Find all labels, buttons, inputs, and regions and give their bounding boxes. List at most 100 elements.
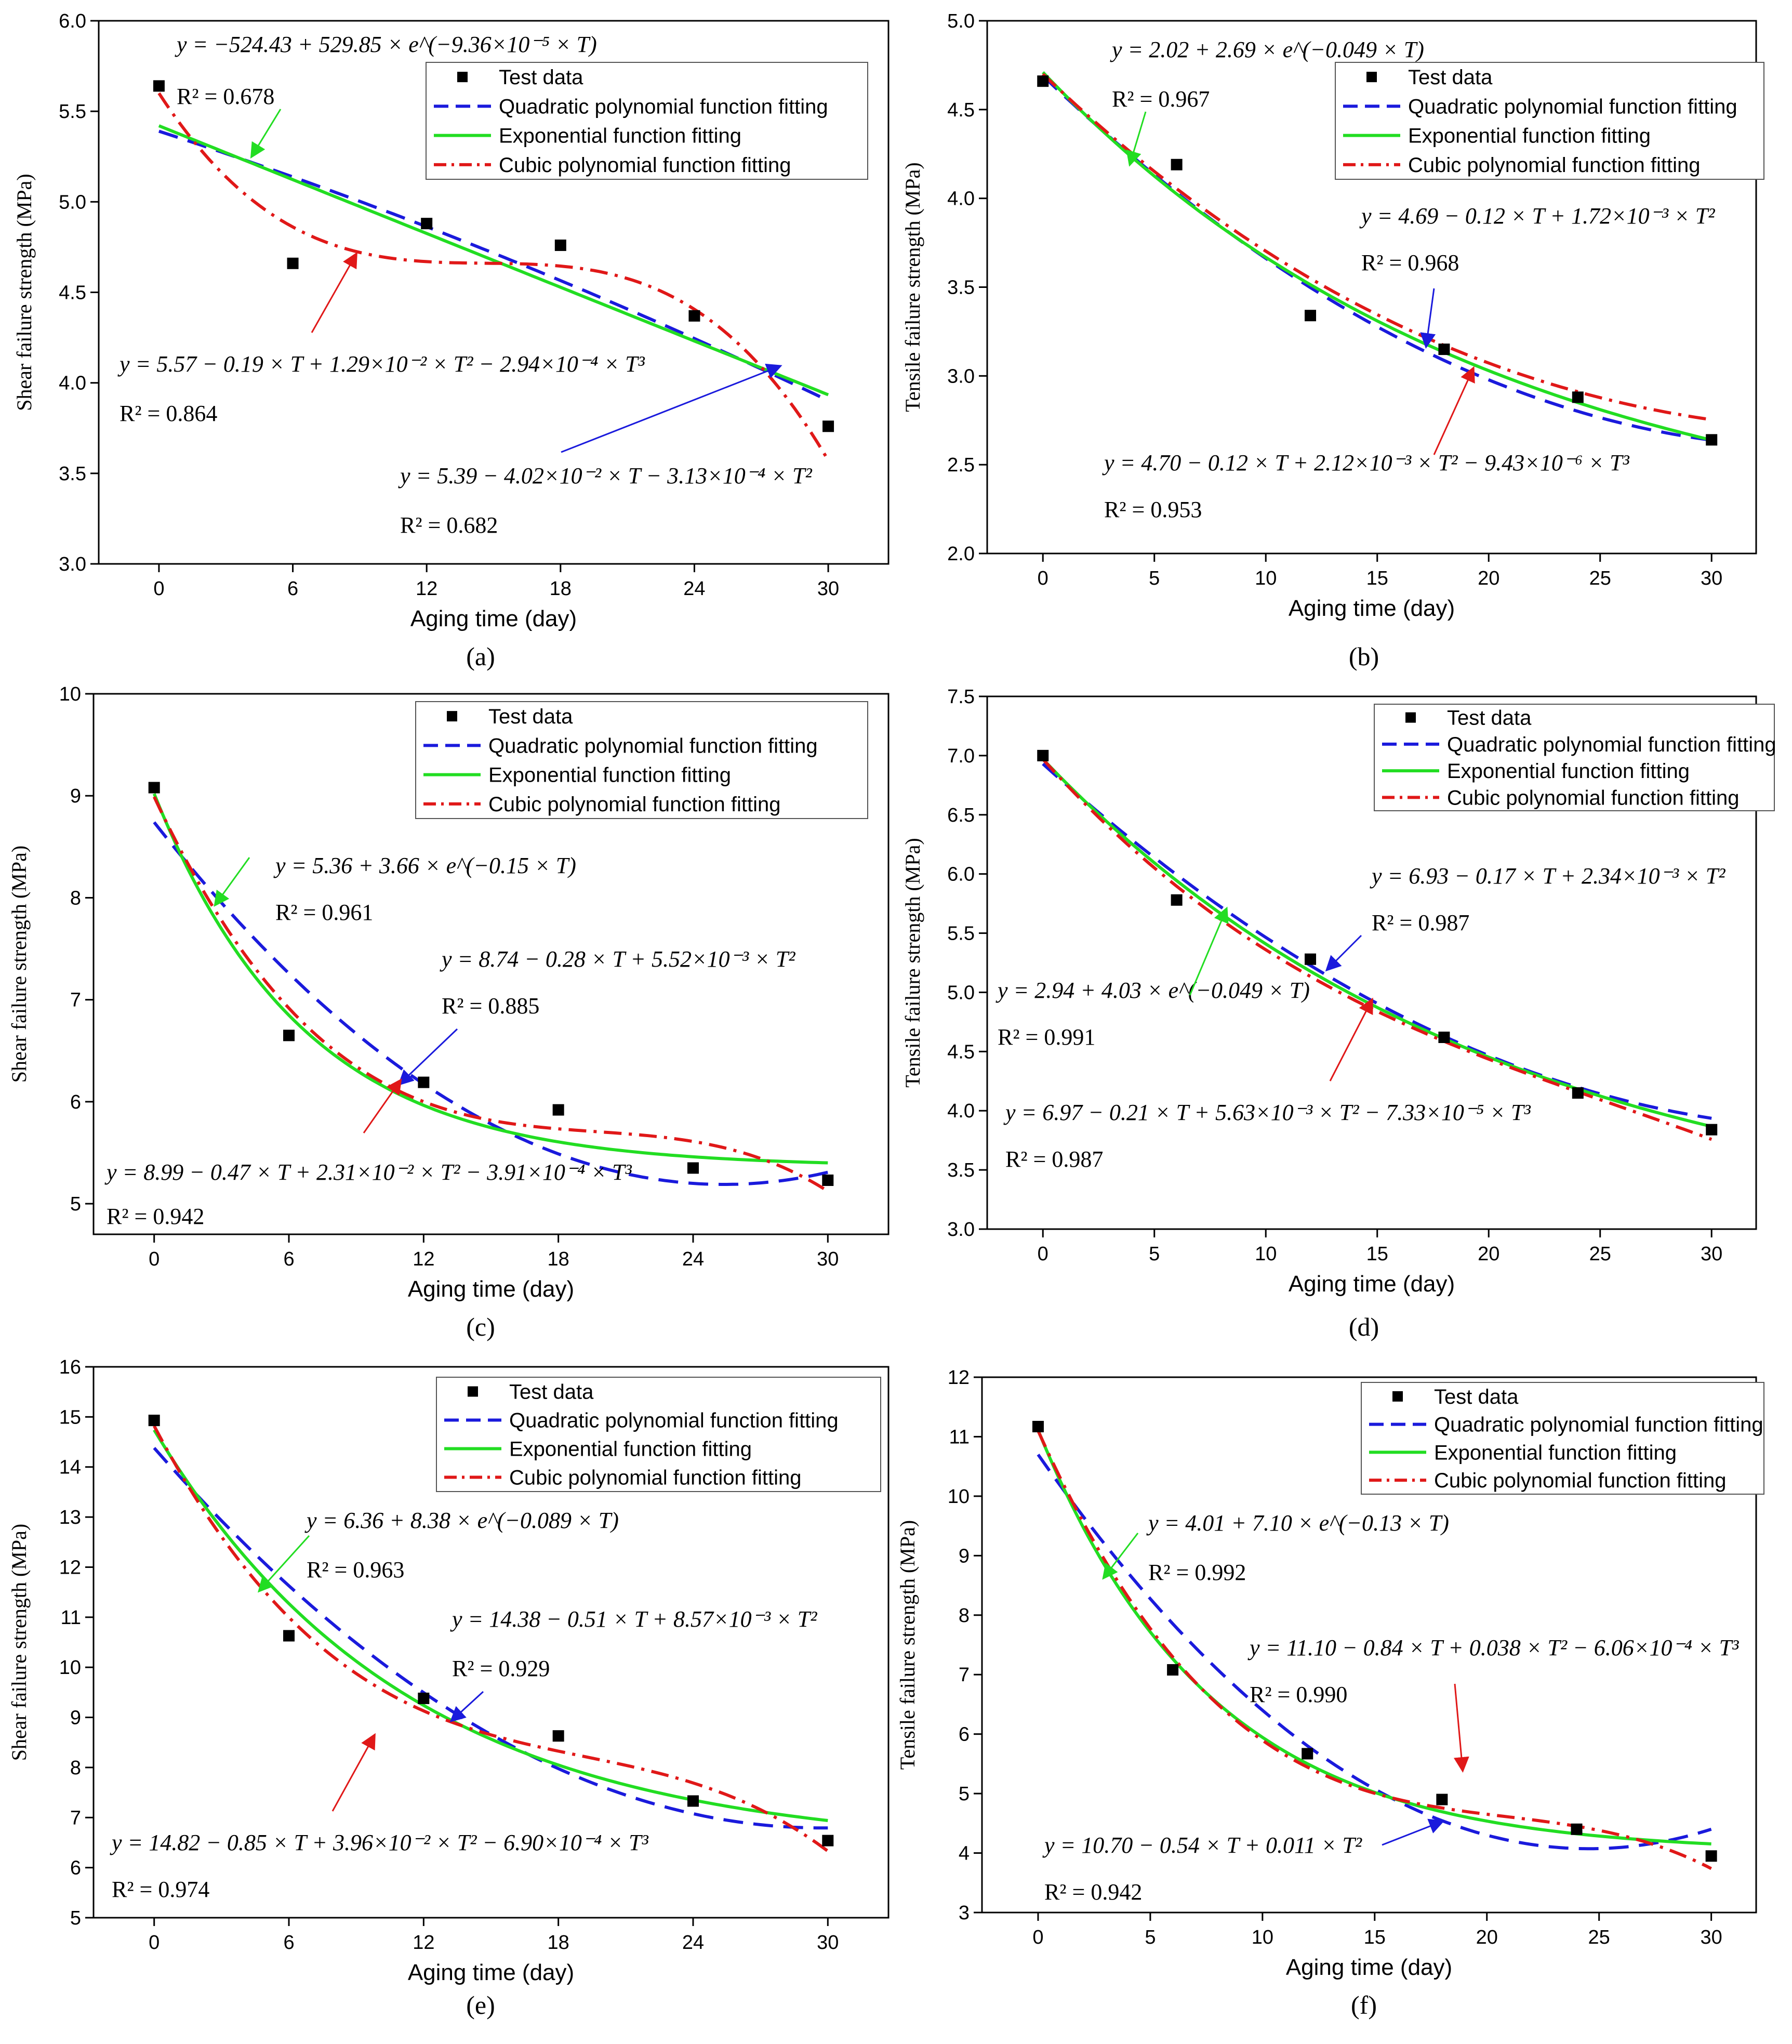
x-tick-label: 12: [416, 578, 437, 600]
legend-marker-test: [468, 1386, 478, 1397]
equation-cubic: y = 6.97 − 0.21 × T + 5.63×10⁻³ × T² − 7…: [1003, 1100, 1531, 1125]
x-tick-label: 30: [1700, 1927, 1722, 1948]
legend-label-test: Test data: [1447, 707, 1532, 730]
y-tick-label: 4.0: [947, 188, 975, 210]
panel-caption: (f): [1351, 1990, 1377, 2020]
x-axis-label: Aging time (day): [408, 1276, 574, 1302]
y-tick-label: 8: [70, 1757, 81, 1779]
data-point: [1037, 75, 1049, 87]
y-tick-label: 5: [70, 1907, 81, 1929]
x-tick-label: 18: [548, 1248, 569, 1270]
r2-quad: R² = 0.885: [442, 993, 539, 1019]
legend-label-test: Test data: [1434, 1386, 1519, 1408]
data-point: [554, 239, 566, 251]
x-axis-label: Aging time (day): [408, 1960, 574, 1985]
y-tick-label: 6: [959, 1724, 970, 1746]
annotation-arrow-cubic: [311, 252, 357, 333]
equation-cubic: y = 5.57 − 0.19 × T + 1.29×10⁻² × T² − 2…: [117, 351, 645, 377]
x-tick-label: 15: [1366, 568, 1388, 589]
data-point: [1438, 344, 1450, 355]
x-tick-label: 20: [1476, 1927, 1498, 1948]
plot-frame: [986, 695, 1757, 1230]
equation-exp: y = 4.01 + 7.10 × e^(−0.13 × T): [1146, 1510, 1449, 1536]
equation-quad: y = 5.39 − 4.02×10⁻² × T − 3.13×10⁻⁴ × T…: [398, 463, 812, 489]
legend-label-test: Test data: [499, 66, 583, 89]
y-tick-label: 12: [59, 1557, 81, 1578]
legend-label-exp: Exponential function fitting: [509, 1438, 752, 1461]
x-tick-label: 24: [682, 1248, 704, 1270]
y-tick-label: 6: [70, 1091, 81, 1113]
equation-exp: y = 2.94 + 4.03 × e^(−0.049 × T): [995, 978, 1310, 1003]
legend-label-test: Test data: [488, 705, 573, 728]
data-point: [1305, 310, 1317, 322]
annotation-arrow-exp: [1102, 1533, 1139, 1580]
y-tick-label: 14: [59, 1457, 81, 1479]
data-point: [1436, 1794, 1448, 1805]
data-point: [418, 1076, 430, 1088]
y-tick-label: 2.0: [947, 543, 975, 565]
r2-quad: R² = 0.682: [400, 512, 498, 538]
series-line-exp: [1042, 71, 1712, 442]
r2-quad: R² = 0.929: [452, 1656, 550, 1681]
data-point: [822, 420, 834, 432]
r2-exp: R² = 0.992: [1148, 1560, 1246, 1585]
y-tick-label: 5.0: [947, 982, 975, 1004]
data-point: [1706, 434, 1718, 446]
legend-box: [415, 701, 868, 819]
legend-marker-test: [457, 72, 468, 83]
y-tick-label: 3.5: [947, 1159, 975, 1181]
legend-label-cubic: Cubic polynomial function fitting: [499, 154, 791, 177]
x-tick-label: 0: [149, 1932, 160, 1954]
x-tick-label: 6: [283, 1932, 294, 1954]
series-line-quad: [1042, 762, 1712, 1120]
legend-marker-test: [1366, 72, 1377, 83]
equation-exp: y = 2.02 + 2.69 × e^(−0.049 × T): [1110, 37, 1424, 62]
y-tick-label: 4.5: [947, 1041, 975, 1063]
x-tick-label: 30: [817, 1932, 839, 1954]
x-tick-label: 0: [1032, 1927, 1043, 1948]
x-tick-label: 10: [1255, 1243, 1277, 1265]
data-point: [1438, 1032, 1450, 1043]
x-tick-label: 24: [682, 1932, 704, 1954]
x-tick-label: 0: [153, 578, 164, 600]
r2-cubic: R² = 0.953: [1104, 497, 1202, 522]
equation-cubic: y = 11.10 − 0.84 × T + 0.038 × T² − 6.06…: [1247, 1635, 1739, 1660]
data-point: [421, 218, 433, 230]
plot-frame: [92, 1366, 890, 1919]
legend-box: [426, 62, 868, 180]
x-tick-label: 6: [287, 578, 298, 600]
y-tick-label: 8: [959, 1605, 970, 1627]
series-line-quad: [153, 821, 828, 1186]
y-tick-label: 5.0: [947, 10, 975, 32]
x-tick-label: 24: [683, 578, 705, 600]
data-point: [1706, 1124, 1718, 1136]
equation-cubic: y = 14.82 − 0.85 × T + 3.96×10⁻² × T² − …: [110, 1830, 648, 1855]
r2-cubic: R² = 0.942: [107, 1204, 204, 1229]
panel-caption: (b): [1349, 642, 1379, 671]
equation-exp: y = −524.43 + 529.85 × e^(−9.36×10⁻⁵ × T…: [175, 32, 597, 57]
plot-frame: [981, 1376, 1757, 1914]
panel-caption: (a): [466, 642, 495, 671]
data-point: [1572, 391, 1584, 403]
data-point: [822, 1835, 834, 1847]
legend-label-exp: Exponential function fitting: [499, 125, 741, 148]
x-tick-label: 10: [1255, 568, 1277, 589]
panel-caption: (d): [1349, 1312, 1379, 1341]
data-point: [287, 257, 299, 269]
y-tick-label: 5.0: [59, 191, 86, 213]
annotation-arrow-quad: [397, 1028, 458, 1086]
y-tick-label: 3.0: [947, 365, 975, 387]
panel-caption: (e): [466, 1990, 495, 2020]
data-point: [418, 1692, 430, 1704]
data-point: [1037, 749, 1049, 761]
legend-marker-test: [1392, 1391, 1403, 1402]
series-line-exp: [158, 124, 829, 397]
legend-label-cubic: Cubic polynomial function fitting: [1447, 786, 1740, 809]
y-tick-label: 5.5: [59, 101, 86, 123]
annotation-arrow-exp: [214, 857, 250, 907]
data-point: [283, 1030, 295, 1041]
x-tick-label: 5: [1149, 568, 1160, 589]
data-point: [283, 1630, 295, 1642]
legend-label-quad: Quadratic polynomial function fitting: [499, 95, 828, 118]
